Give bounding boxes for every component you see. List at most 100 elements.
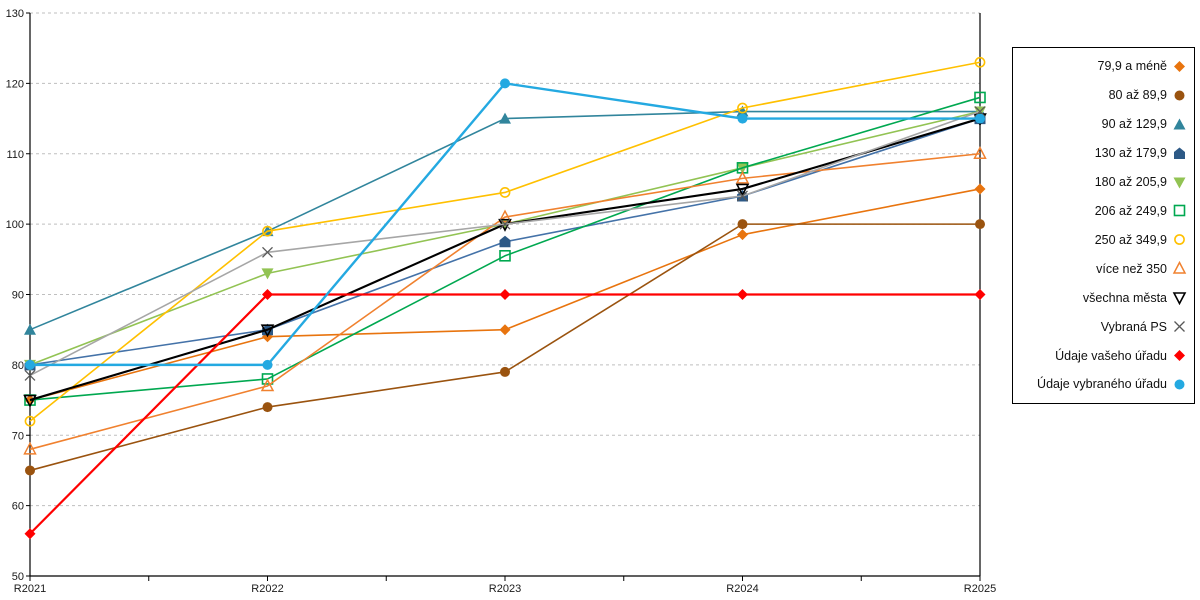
legend-item: 130 až 179,9 [1013,140,1194,166]
legend-item-label: Údaje vybraného úřadu [1037,377,1167,392]
y-tick-label: 130 [6,8,24,20]
series-marker [260,324,275,338]
series-marker [1172,292,1187,306]
x-tick-label: R2024 [726,583,758,595]
y-tick-label: 90 [12,290,24,302]
series-marker [24,528,36,540]
series-marker [498,209,512,223]
legend-item-label: více než 350 [1096,261,1167,276]
series-line [29,152,981,451]
legend-item-label: 206 až 249,9 [1094,203,1167,218]
series-marker [737,219,748,230]
series-marker [737,102,748,114]
series-marker [737,289,748,300]
legend-item-label: 130 až 179,9 [1094,146,1167,161]
series-marker [1174,321,1185,333]
legend-item-label: 180 až 205,9 [1094,175,1167,190]
series-marker [499,289,511,300]
legend-marker-icon [1173,118,1186,130]
series-0 [24,183,986,406]
legend-item: 180 až 205,9 [1013,169,1194,195]
y-tick-label: 110 [6,149,24,161]
legend-marker-icon [1174,60,1185,72]
legend-marker-icon [1174,379,1185,390]
legend-item: 90 až 129,9 [1013,111,1194,137]
legend-item: Vybraná PS [1013,314,1194,340]
series-marker [24,323,36,335]
legend-item-label: 90 až 129,9 [1101,117,1167,132]
series-6 [24,56,986,427]
series-marker [1173,205,1186,217]
series-marker [24,369,36,381]
legend-item: 79,9 a méně [1013,53,1194,79]
series-marker [262,402,273,413]
chart-legend: 79,9 a méně 80 až 89,9 90 až 129,9 130 až 1… [1012,47,1195,404]
legend-item: všechna města [1013,285,1194,311]
series-marker [24,415,36,427]
legend-item-label: všechna města [1082,290,1167,305]
legend-item-label: 250 až 349,9 [1094,232,1167,247]
series-marker [737,229,748,241]
series-1 [25,219,985,476]
series-marker [1172,261,1187,275]
series-marker [500,366,510,377]
legend-marker-icon [1172,292,1187,306]
legend-item: více než 350 [1013,256,1194,282]
legend-marker-icon [1173,205,1186,217]
y-tick-label: 60 [12,501,24,513]
legend-item-label: 80 až 89,9 [1108,88,1167,103]
series-marker [1174,90,1185,101]
series-marker [974,91,986,104]
series-marker [499,324,511,336]
series-marker [974,183,986,195]
series-marker [262,289,273,300]
legend-item: 80 až 89,9 [1013,82,1194,108]
series-marker [499,235,511,248]
series-line [29,61,981,422]
series-marker [735,183,750,197]
series-marker [499,187,511,198]
series-marker [23,441,37,455]
series-11 [25,78,985,370]
legend-marker-icon [1174,234,1185,246]
series-marker [1173,118,1186,130]
series-10 [24,289,986,540]
y-tick-label: 120 [6,78,24,90]
x-tick-label: R2025 [964,583,996,595]
legend-marker-icon [1172,261,1187,275]
series-marker [973,146,987,159]
series-line [29,96,981,401]
legend-item-label: Vybraná PS [1100,319,1167,334]
series-marker [1174,234,1185,246]
series-marker [1173,177,1186,189]
series-marker [1174,147,1185,159]
series-marker [735,170,750,184]
series-marker [262,225,273,237]
series-marker [737,190,748,202]
series-marker [25,465,35,476]
y-tick-label: 70 [12,430,24,442]
x-tick-label: R2023 [489,583,521,595]
series-marker [737,113,748,124]
series-marker [974,289,986,300]
legend-marker-icon [1174,350,1185,362]
series-marker [25,359,35,370]
y-tick-label: 50 [12,571,24,583]
legend-item-label: 79,9 a méně [1097,59,1168,74]
legend-item: 206 až 249,9 [1013,198,1194,224]
legend-item: Údaje vašeho úřadu [1013,343,1194,369]
series-marker [975,219,985,230]
series-marker [23,394,37,408]
series-marker [262,246,273,258]
y-tick-label: 80 [12,360,24,372]
x-tick-label: R2021 [14,583,46,595]
series-line [29,117,981,402]
series-marker [736,105,749,117]
legend-item: Údaje vybraného úřadu [1013,371,1194,397]
y-tick-label: 100 [6,219,24,231]
series-marker [1174,60,1185,72]
series-marker [1174,350,1185,362]
legend-marker-icon [1174,321,1185,333]
legend-marker-icon [1174,90,1185,101]
